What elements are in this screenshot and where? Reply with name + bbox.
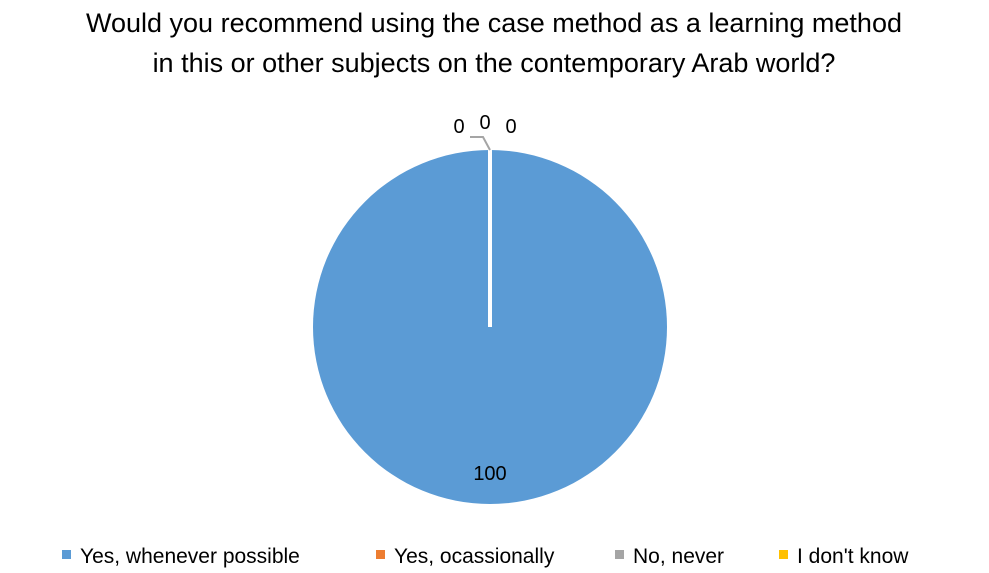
data-label-no-never: 0 xyxy=(479,112,490,134)
chart-title-line-1: Would you recommend using the case metho… xyxy=(86,8,902,38)
legend-swatch xyxy=(615,550,624,559)
chart-title-line-2: in this or other subjects on the contemp… xyxy=(153,48,836,78)
data-label-yes-ocassionally: 0 xyxy=(453,116,464,138)
legend-item-yes-whenever-possible: Yes, whenever possible xyxy=(62,545,300,568)
data-label-i-dont-know: 0 xyxy=(505,116,516,138)
legend: Yes, whenever possible Yes, ocassionally N… xyxy=(62,545,909,568)
leader-line xyxy=(470,136,491,151)
data-label-yes-whenever-possible: 100 xyxy=(473,463,506,485)
legend-item-no-never: No, never xyxy=(615,545,724,568)
legend-swatch xyxy=(779,550,788,559)
legend-swatch xyxy=(62,550,71,559)
legend-label: Yes, whenever possible xyxy=(80,545,300,568)
legend-label: Yes, ocassionally xyxy=(394,545,555,568)
legend-label: I don't know xyxy=(797,545,909,568)
legend-item-i-don-t-know: I don't know xyxy=(779,545,909,568)
legend-item-yes-ocassionally: Yes, ocassionally xyxy=(376,545,555,568)
legend-swatch xyxy=(376,550,385,559)
legend-label: No, never xyxy=(633,545,724,568)
